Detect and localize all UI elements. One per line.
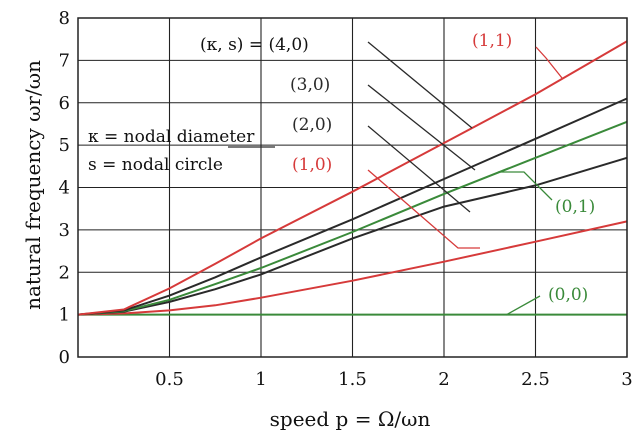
- y-tick-label: 0: [59, 347, 70, 368]
- series-line: [77, 220, 628, 316]
- y-tick-label: 8: [59, 8, 70, 29]
- y-tick-label: 2: [59, 262, 70, 283]
- tick-labels: 0.5 1 1.5 2 2.5 3 0 1 2 3 4 5 6 7 8: [59, 8, 632, 390]
- series-lines: [77, 40, 628, 316]
- label-0-1: (0,1): [555, 197, 595, 217]
- leader-1-1: [535, 46, 563, 79]
- y-axis-title: natural frequency ωr/ωn: [21, 60, 45, 310]
- x-axis-title: speed p = Ω/ωn: [270, 407, 431, 431]
- y-tick-label: 3: [59, 220, 70, 241]
- grid: [78, 17, 628, 357]
- y-tick-label: 6: [59, 93, 70, 114]
- leader-lines: [228, 41, 563, 316]
- leader-0-1: [498, 171, 553, 201]
- y-tick-label: 5: [59, 135, 70, 156]
- leader-0-0: [505, 295, 541, 316]
- x-tick-label: 1.5: [338, 369, 367, 390]
- x-tick-label: 2.5: [521, 369, 550, 390]
- label-3-0: (3,0): [290, 75, 330, 95]
- kappa-definition: κ = nodal diameter: [88, 127, 255, 147]
- y-tick-label: 4: [59, 178, 70, 199]
- x-tick-label: 2: [438, 369, 449, 390]
- x-tick-label: 3: [621, 369, 632, 390]
- series-line: [77, 120, 628, 316]
- legend-header: (κ, s) = (4,0): [200, 35, 309, 55]
- series-line: [77, 97, 628, 316]
- y-tick-label: 7: [59, 50, 70, 71]
- label-1-1: (1,1): [472, 31, 512, 51]
- y-tick-label: 1: [59, 305, 70, 326]
- series-line: [77, 40, 628, 316]
- leader-4-0: [367, 41, 473, 129]
- leader-1-0: [367, 169, 480, 249]
- x-tick-label: 0.5: [155, 369, 184, 390]
- leader-3-0: [367, 84, 476, 171]
- label-0-0: (0,0): [548, 285, 588, 305]
- x-tick-label: 1: [255, 369, 266, 390]
- label-1-0: (1,0): [292, 155, 332, 175]
- s-definition: s = nodal circle: [88, 155, 223, 175]
- plot-frame: [77, 17, 628, 358]
- series-line: [77, 156, 628, 316]
- leader-2-0: [367, 125, 471, 213]
- label-2-0: (2,0): [292, 115, 332, 135]
